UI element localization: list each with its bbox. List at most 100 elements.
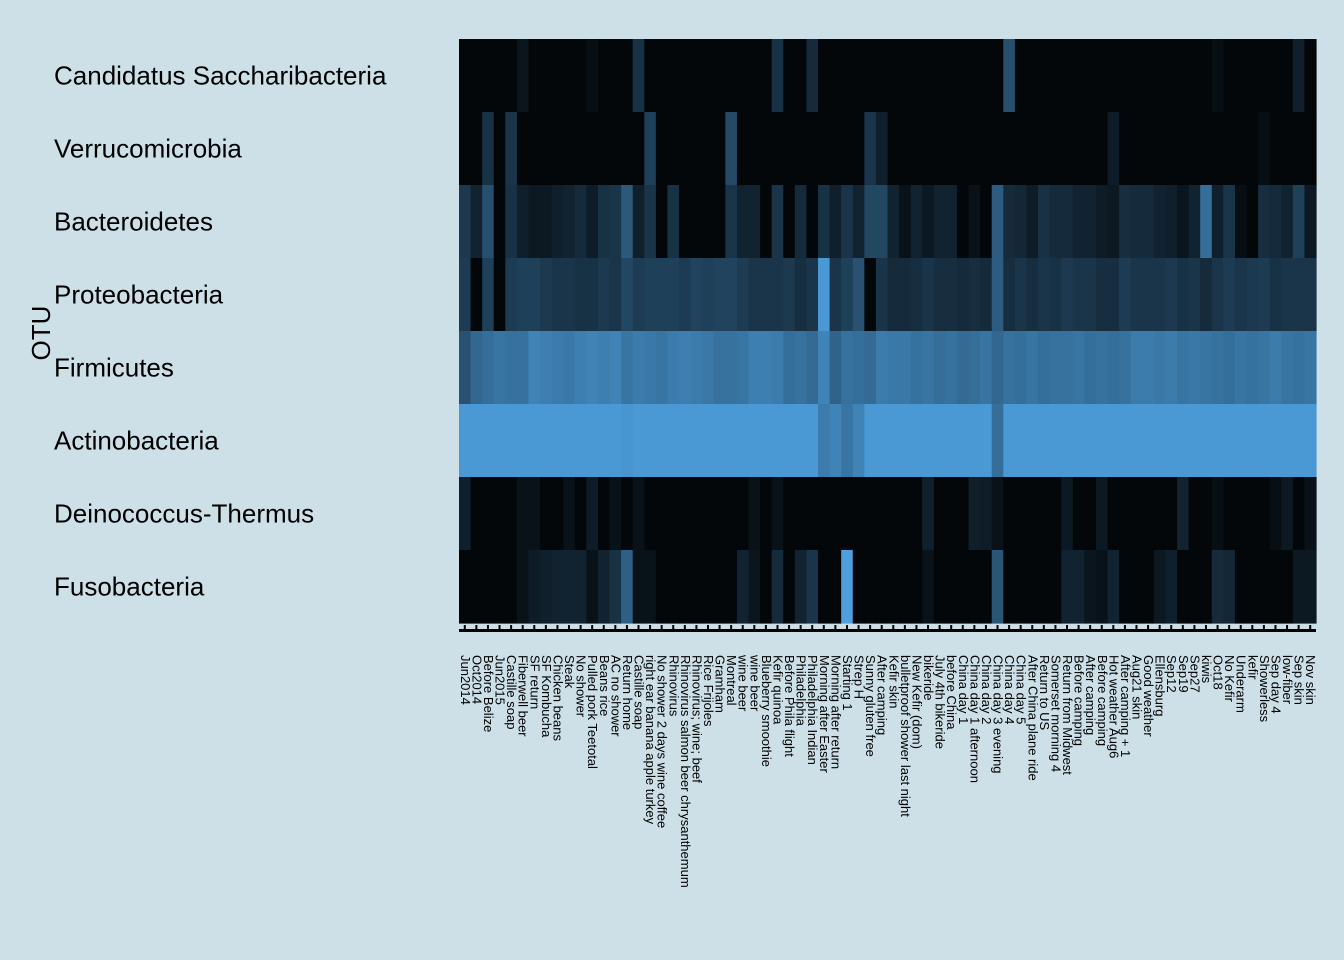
heatmap-cell xyxy=(563,112,576,186)
heatmap-cell xyxy=(1142,550,1155,624)
x-tick-label: After China plane ride xyxy=(1025,655,1040,781)
heatmap-cell xyxy=(1258,39,1271,113)
heatmap-cell xyxy=(1304,550,1317,624)
x-tick xyxy=(753,625,756,632)
heatmap-cell xyxy=(621,39,634,113)
heatmap-cell xyxy=(505,550,518,624)
x-tick xyxy=(649,625,652,632)
heatmap-cell xyxy=(551,404,564,478)
heatmap-cell xyxy=(910,112,923,186)
heatmap-cell xyxy=(551,550,564,624)
heatmap-cell xyxy=(1246,39,1259,113)
heatmap-cell xyxy=(980,404,993,478)
heatmap-cell xyxy=(713,331,726,405)
heatmap-cell xyxy=(505,404,518,478)
heatmap-cell xyxy=(702,258,715,332)
heatmap-cell xyxy=(991,404,1004,478)
x-tick-label: After camping xyxy=(875,655,890,735)
heatmap-cell xyxy=(1211,331,1224,405)
heatmap-cell xyxy=(528,331,541,405)
heatmap-cell xyxy=(736,550,750,624)
heatmap-cell xyxy=(956,112,970,186)
heatmap-cell xyxy=(690,112,703,186)
x-tick xyxy=(984,625,987,632)
x-tick-label: Oct2014 xyxy=(469,655,484,704)
heatmap-cell xyxy=(887,404,900,478)
heatmap-cell xyxy=(1165,331,1178,405)
x-axis-line xyxy=(459,629,1316,632)
heatmap-cell xyxy=(690,258,703,332)
heatmap-cell xyxy=(852,404,865,478)
heatmap-cell xyxy=(621,477,634,551)
x-tick-label: China day 1 xyxy=(956,655,971,724)
x-tick-label: Hot weather Aug6 xyxy=(1106,655,1121,758)
heatmap-cell xyxy=(1119,331,1132,405)
heatmap-cell xyxy=(841,258,854,332)
heatmap-cell xyxy=(551,331,564,405)
heatmap-cell xyxy=(1003,258,1016,332)
x-tick xyxy=(568,625,571,632)
heatmap-cell xyxy=(841,185,854,259)
heatmap-cell xyxy=(1084,404,1097,478)
heatmap-cell xyxy=(968,550,981,624)
heatmap-cell xyxy=(1061,404,1074,478)
heatmap-cell xyxy=(1269,112,1282,186)
x-tick xyxy=(880,625,883,632)
heatmap-cell xyxy=(574,404,587,478)
heatmap-cell xyxy=(516,404,530,478)
x-tick xyxy=(1089,625,1092,632)
heatmap-cell xyxy=(922,404,935,478)
x-tick-label: Gramham xyxy=(713,655,728,713)
heatmap-cell xyxy=(968,404,981,478)
heatmap-cell xyxy=(644,331,657,405)
heatmap-cell xyxy=(1049,258,1062,332)
heatmap-cell xyxy=(528,39,541,113)
heatmap-cell xyxy=(899,39,912,113)
heatmap-cell xyxy=(945,550,958,624)
heatmap-cell xyxy=(1223,112,1236,186)
heatmap-cell xyxy=(1211,39,1224,113)
heatmap-cell xyxy=(1177,550,1190,624)
heatmap-cell xyxy=(922,331,935,405)
heatmap-cell xyxy=(1026,477,1039,551)
heatmap-cell xyxy=(1061,258,1074,332)
heatmap-cell xyxy=(945,477,958,551)
heatmap-cell xyxy=(991,331,1004,405)
heatmap-cell xyxy=(864,331,877,405)
heatmap-cell xyxy=(609,550,622,624)
heatmap-cell xyxy=(482,331,495,405)
heatmap-cell xyxy=(1095,331,1109,405)
x-tick xyxy=(672,625,675,632)
heatmap-cell xyxy=(899,185,912,259)
x-tick-label: Philadelphia Indian xyxy=(805,655,820,765)
heatmap-cell xyxy=(667,39,680,113)
heatmap-cell xyxy=(1304,331,1317,405)
heatmap-cell xyxy=(1003,404,1016,478)
heatmap-cell xyxy=(864,39,877,113)
heatmap-cell xyxy=(806,550,819,624)
heatmap-cell xyxy=(1142,112,1155,186)
heatmap-cell xyxy=(1246,112,1259,186)
heatmap-cell xyxy=(1234,112,1248,186)
x-tick xyxy=(579,625,582,632)
heatmap-cell xyxy=(1177,112,1190,186)
heatmap-cell xyxy=(1119,477,1132,551)
heatmap-cell xyxy=(1200,331,1213,405)
heatmap-cell xyxy=(1188,550,1201,624)
heatmap-cell xyxy=(1119,258,1132,332)
row-label: Proteobacteria xyxy=(54,280,224,310)
heatmap-cell xyxy=(1107,550,1120,624)
heatmap-cell xyxy=(1177,185,1190,259)
x-tick-label: Jun2014 xyxy=(458,655,473,705)
heatmap-cell xyxy=(609,477,622,551)
x-tick xyxy=(1054,625,1057,632)
heatmap-cell xyxy=(1223,477,1236,551)
heatmap-cell xyxy=(1038,477,1051,551)
x-tick xyxy=(799,625,802,632)
x-tick-label: Sep day 4 xyxy=(1268,655,1283,714)
heatmap-cell xyxy=(1211,550,1224,624)
heatmap-cell xyxy=(621,112,634,186)
heatmap-cell xyxy=(1258,331,1271,405)
heatmap-cell xyxy=(1130,185,1143,259)
